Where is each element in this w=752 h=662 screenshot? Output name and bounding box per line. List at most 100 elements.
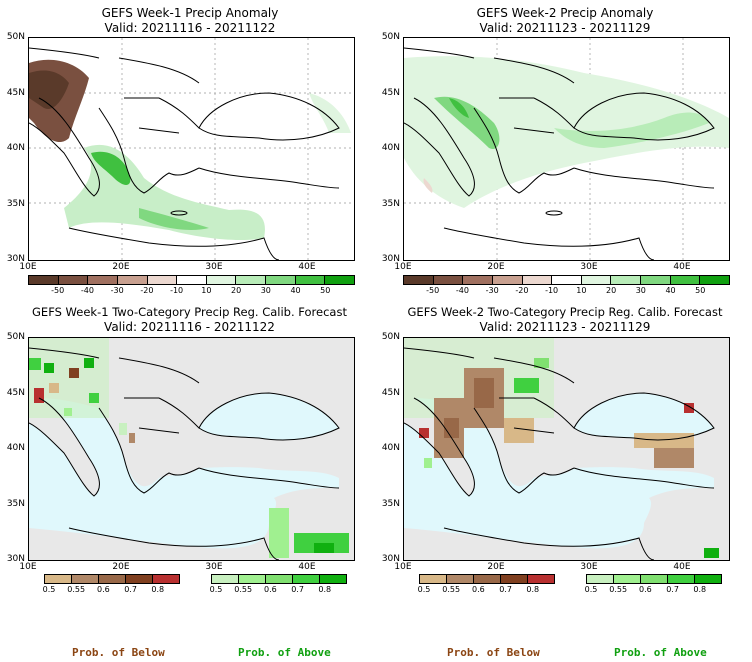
colorbar-swatch [668, 575, 695, 583]
lat-label: 40N [6, 143, 25, 153]
colorbar-tick: 50 [320, 286, 331, 295]
lat-label: 35N [6, 498, 25, 509]
panel1-title: GEFS Week-1 Precip Anomaly [101, 6, 279, 20]
colorbar-swatch [581, 276, 612, 284]
colorbar-tick: 0.55 [609, 585, 628, 594]
colorbar-tick: -20 [140, 286, 154, 295]
colorbar-swatch [611, 276, 642, 284]
anom-colorbar-1 [28, 275, 355, 285]
colorbar-tick: -40 [455, 286, 469, 295]
black-sea-coast [198, 92, 340, 141]
colorbar-swatch [522, 276, 553, 284]
colorbar-swatch [501, 575, 528, 583]
lat-label: 30N [6, 254, 25, 264]
above-colorbar-2 [586, 574, 722, 584]
colorbar-tick: 0.55 [234, 585, 253, 594]
map-week1-anomaly [28, 37, 355, 261]
lat-label: 45N [381, 387, 400, 398]
lat-label: 30N [6, 554, 25, 564]
lon-label: 40E [673, 562, 691, 572]
colorbar-tick: -50 [426, 286, 440, 295]
colorbar-tick: 0.6 [639, 585, 652, 594]
panel2-title: GEFS Week-2 Precip Anomaly [476, 6, 654, 20]
lon-label: 40E [298, 562, 316, 572]
colorbar-swatch [670, 276, 701, 284]
lon-label: 20E [487, 262, 505, 272]
colorbar-tick: 20 [230, 286, 242, 295]
prob-cells [29, 338, 349, 558]
colorbar-tick: 10 [201, 286, 212, 295]
colorbar-swatch [433, 276, 464, 284]
colorbar-tick: 0.6 [472, 585, 485, 594]
turkey-coast [198, 167, 340, 189]
colorbar-tick: 10 [576, 286, 587, 295]
colorbar-swatch [266, 575, 293, 583]
lat-label: 40N [6, 443, 25, 453]
colorbar-swatch [72, 575, 99, 583]
map2-canvas [404, 38, 729, 260]
colorbar-swatch [325, 276, 355, 284]
colorbar-tick: 0.7 [124, 585, 137, 594]
colorbar-tick: 0.6 [97, 585, 110, 594]
lon-label: 30E [205, 262, 223, 272]
colorbar-swatch [492, 276, 523, 284]
lon-label: 40E [673, 262, 691, 272]
lat-label: 35N [6, 198, 25, 209]
balkan-coast [98, 107, 200, 194]
prob-below-label-1: Prob. of Below [72, 646, 165, 659]
colorbar-tick: 30 [260, 286, 271, 295]
colorbar-swatch [447, 575, 474, 583]
lon-label: 10E [394, 562, 412, 572]
colorbar-tick: 50 [695, 286, 706, 295]
lon-label: 20E [112, 262, 130, 272]
colorbar-swatch [147, 276, 178, 284]
colorbar-swatch [239, 575, 266, 583]
lon-label: 10E [394, 262, 412, 272]
colorbar-tick: -40 [80, 286, 94, 295]
lat-label: 50N [6, 32, 25, 42]
colorbar-swatch [212, 575, 239, 583]
africa-coast [68, 227, 280, 260]
colorbar-swatch [404, 276, 434, 284]
colorbar-tick: -20 [515, 286, 529, 295]
colorbar-swatch [293, 575, 320, 583]
colorbar-swatch [641, 276, 671, 284]
lat-label: 40N [381, 443, 400, 453]
lon-label: 20E [487, 562, 505, 572]
lon-label: 10E [19, 562, 37, 572]
colorbar-swatch [58, 276, 89, 284]
lat-label: 30N [381, 254, 400, 264]
above-colorbar-1 [211, 574, 347, 584]
colorbar-tick: 0.5 [209, 585, 223, 594]
colorbar-tick: 0.7 [499, 585, 512, 594]
panel4-title: GEFS Week-2 Two-Category Precip Reg. Cal… [407, 305, 723, 319]
wet-anomaly-core [91, 151, 131, 185]
colorbar-swatch [266, 276, 296, 284]
colorbar-tick: 0.8 [151, 585, 165, 594]
colorbar-swatch [420, 575, 447, 583]
anom-colorbar-2 [403, 275, 730, 285]
colorbar-swatch [528, 575, 554, 583]
colorbar-swatch [295, 276, 326, 284]
panel3-title: GEFS Week-1 Two-Category Precip Reg. Cal… [32, 305, 347, 319]
colorbar-tick: 0.5 [584, 585, 598, 594]
colorbar-tick: -10 [545, 286, 559, 295]
colorbar-swatch [153, 575, 179, 583]
colorbar-tick: -30 [110, 286, 124, 295]
sea-area [29, 398, 339, 549]
colorbar-swatch [236, 276, 267, 284]
lon-label: 10E [19, 262, 37, 272]
lat-label: 45N [381, 87, 400, 98]
colorbar-tick: 20 [605, 286, 617, 295]
colorbar-swatch [29, 276, 59, 284]
panel4-valid: Valid: 20211123 - 20211129 [479, 320, 651, 334]
prob-above-label-2: Prob. of Above [614, 646, 707, 659]
panel2-valid: Valid: 20211123 - 20211129 [479, 21, 651, 35]
colorbar-tick: 0.55 [442, 585, 461, 594]
lat-label: 50N [6, 332, 25, 342]
lat-label: 35N [381, 198, 400, 209]
colorbar-tick: 0.5 [42, 585, 56, 594]
colorbar-tick: 0.7 [666, 585, 679, 594]
colorbar-tick: 0.6 [264, 585, 277, 594]
below-colorbar-1 [44, 574, 180, 584]
